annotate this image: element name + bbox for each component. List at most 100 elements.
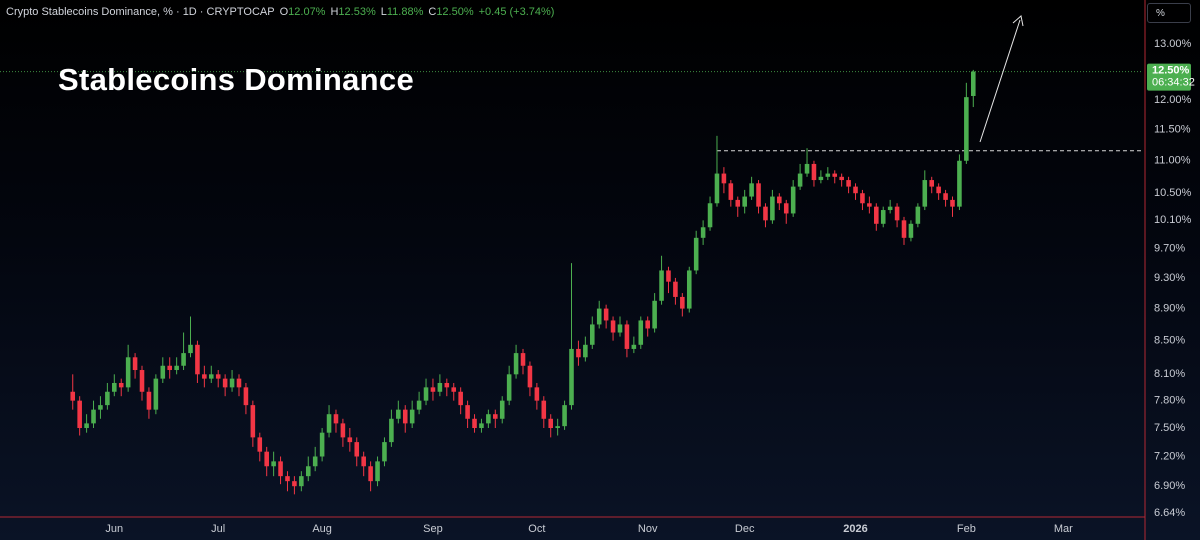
candle-body (326, 414, 332, 433)
candle-body (195, 344, 200, 375)
candle-body (783, 203, 789, 214)
candle-body (215, 374, 221, 379)
y-tick-label: 13.00% (1154, 38, 1192, 50)
candle-body (125, 357, 131, 388)
candle-body (811, 163, 817, 181)
candle-body (970, 71, 976, 96)
ohlc-value: 12.07% (288, 6, 326, 18)
candle-body (922, 180, 928, 207)
candle-body (742, 196, 747, 207)
x-tick-label: Jun (105, 523, 123, 535)
candle-body (638, 320, 644, 345)
candle-body (513, 353, 519, 375)
candle-body (534, 387, 540, 401)
candle-body (520, 353, 526, 366)
candle-body (91, 409, 96, 424)
candle-body (583, 344, 588, 358)
y-tick-label: 8.50% (1154, 335, 1185, 347)
y-tick-label: 8.90% (1154, 302, 1185, 314)
candle-body (84, 423, 89, 429)
ohlc-key: L (380, 6, 387, 18)
candle-body (299, 476, 304, 487)
candle-body (541, 400, 547, 419)
x-tick-label: Mar (1054, 523, 1073, 535)
candle-body (673, 281, 678, 297)
candle-body (493, 414, 498, 419)
candle-body (271, 461, 276, 467)
y-tick-label: 6.64% (1154, 507, 1185, 519)
y-tick-label: 11.00% (1154, 155, 1191, 167)
candle-body (222, 378, 228, 388)
candle-body (257, 437, 263, 452)
candle-body (458, 391, 463, 406)
candle-body (666, 270, 671, 282)
candle-body (77, 400, 82, 429)
candle-body (70, 391, 76, 401)
y-tick-label: 7.50% (1154, 422, 1185, 434)
candle-body (181, 353, 186, 366)
trend-arrow (979, 19, 1021, 143)
candle-body (707, 203, 713, 228)
candle-body (208, 374, 214, 379)
ohlc-value: 12.53% (338, 6, 376, 18)
candle-body (465, 405, 470, 419)
ohlc-key: H (330, 6, 339, 18)
candle-body (839, 176, 844, 181)
candle-body (693, 237, 699, 271)
candle-body (243, 387, 249, 406)
candle-body (167, 365, 173, 371)
candle-body (680, 296, 685, 309)
x-tick-label: Nov (638, 523, 658, 535)
candle-body (964, 97, 969, 161)
candle-body (610, 320, 616, 333)
candle-body (506, 374, 512, 401)
candle-body (333, 414, 339, 424)
candle-body (714, 173, 720, 204)
y-tick-label: 7.80% (1154, 395, 1185, 407)
candle-body (770, 196, 775, 221)
candle-body (777, 196, 782, 204)
candle-body (652, 300, 657, 329)
candle-body (943, 193, 948, 200)
candle-body (929, 180, 935, 187)
candle-body (319, 432, 325, 457)
candle-body (174, 365, 179, 371)
price-badge-label: 12.50% (1152, 64, 1190, 76)
candle-body (347, 437, 353, 443)
candle-body (527, 365, 533, 388)
candle-body (160, 365, 166, 379)
candle-body (957, 160, 962, 207)
candle-body (631, 344, 637, 349)
candle-body (132, 357, 138, 371)
candle-body (153, 378, 159, 410)
candle-body (118, 382, 124, 388)
candle-body (389, 418, 394, 443)
candle-body (354, 442, 360, 457)
candle-body (624, 324, 630, 349)
x-tick-label: Oct (528, 523, 545, 535)
candle-body (908, 223, 914, 238)
candle-body (797, 173, 803, 187)
candle-body (375, 461, 380, 482)
x-tick-label: Jul (211, 523, 225, 535)
candle-body (278, 461, 283, 477)
candle-body (915, 206, 921, 224)
candle-body (853, 186, 858, 194)
candle-body (312, 456, 318, 467)
x-tick-label: Sep (423, 523, 443, 535)
candle-body (430, 387, 436, 392)
candle-body (596, 308, 602, 325)
ohlc-values: O12.07% H12.53% L11.88% C12.50% (275, 6, 474, 18)
ohlc-value: 11.88% (386, 6, 424, 18)
y-tick-label: 6.90% (1154, 480, 1185, 492)
candle-body (382, 442, 387, 462)
candle-body (756, 183, 761, 207)
candle-body (548, 418, 554, 429)
unit-button[interactable]: % (1147, 3, 1191, 23)
candle-body (936, 186, 941, 194)
candle-body (894, 206, 900, 221)
x-tick-label: 2026 (843, 523, 867, 535)
candle-body (569, 348, 574, 406)
candle-body (603, 308, 609, 321)
candle-body (416, 400, 422, 410)
